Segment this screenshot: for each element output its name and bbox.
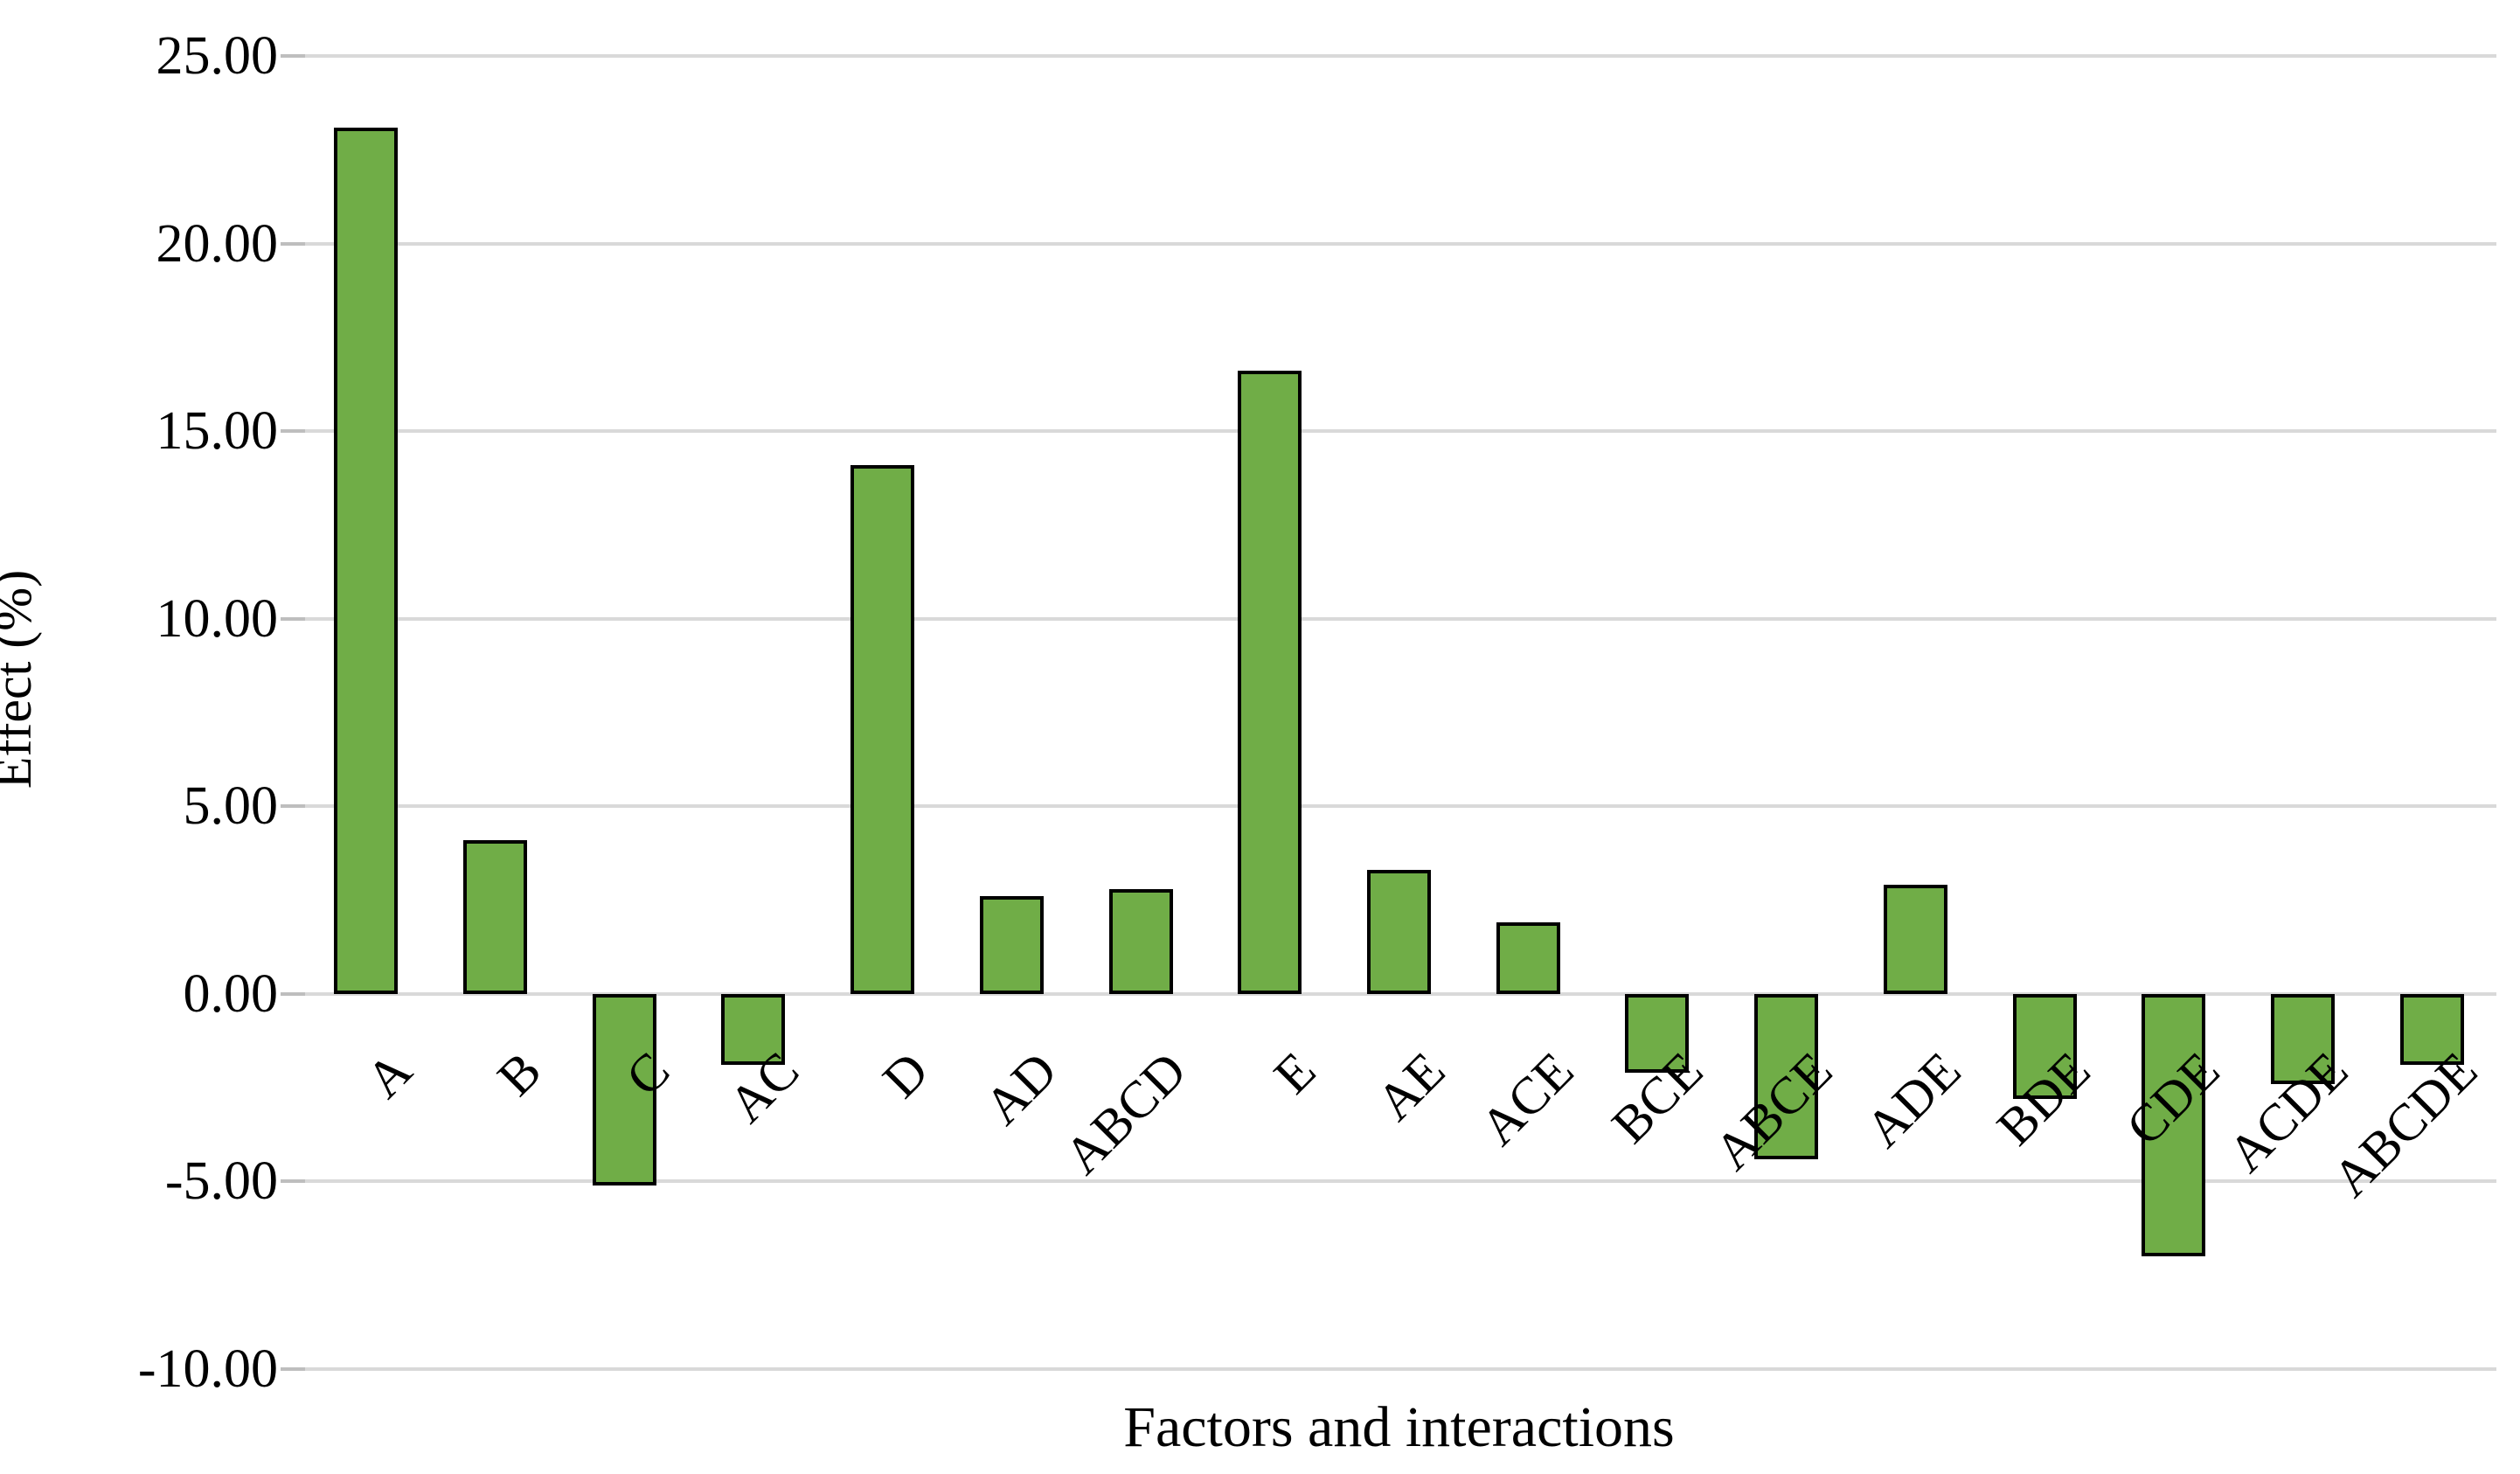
- bar: [850, 464, 915, 994]
- bar: [1108, 888, 1173, 994]
- y-tick-label: 25.00: [156, 26, 279, 86]
- y-tick-label: 10.00: [156, 588, 279, 649]
- x-axis-title: Factors and interactions: [1123, 1395, 1675, 1459]
- bar: [2399, 993, 2464, 1066]
- y-tick-label: 0.00: [183, 963, 279, 1024]
- y-tick-label: 5.00: [183, 776, 279, 837]
- gridline: [302, 429, 2496, 434]
- y-axis-tick: [281, 54, 305, 58]
- y-axis-tick: [281, 429, 305, 434]
- bar: [2270, 993, 2335, 1084]
- y-axis-tick: [281, 1179, 305, 1184]
- y-axis-tick: [281, 991, 305, 996]
- gridline: [302, 241, 2496, 246]
- bar: [334, 127, 399, 994]
- y-tick-label: -5.00: [164, 1151, 278, 1212]
- bar: [1238, 371, 1302, 994]
- bar: [463, 839, 528, 994]
- bar: [1367, 870, 1431, 994]
- gridline: [302, 616, 2496, 621]
- y-axis-tick: [281, 1367, 305, 1371]
- y-tick-label: 20.00: [156, 213, 279, 274]
- bar: [1883, 885, 1947, 994]
- y-axis-tick: [281, 616, 305, 621]
- gridline: [302, 54, 2496, 58]
- y-tick-label: 15.00: [156, 401, 279, 462]
- bar: [592, 993, 656, 1185]
- y-axis-tick: [281, 804, 305, 809]
- bar: [979, 896, 1044, 994]
- gridline: [302, 1367, 2496, 1371]
- bar: [2142, 993, 2206, 1257]
- y-tick-label: -10.00: [137, 1339, 278, 1399]
- bar: [721, 993, 786, 1066]
- gridline: [302, 1179, 2496, 1184]
- bar: [1496, 922, 1560, 994]
- gridline: [302, 991, 2496, 996]
- gridline: [302, 804, 2496, 809]
- y-axis-tick: [281, 241, 305, 246]
- bar: [2012, 993, 2077, 1099]
- bar: [1625, 993, 1690, 1073]
- bar: [1754, 993, 1819, 1159]
